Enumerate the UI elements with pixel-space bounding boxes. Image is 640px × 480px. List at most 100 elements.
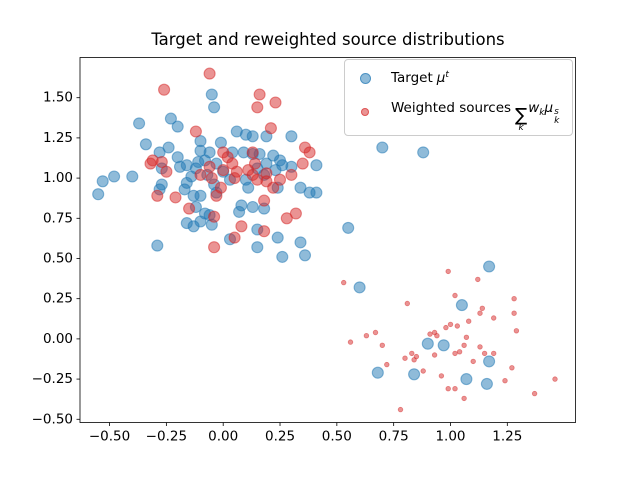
weighted-source-point bbox=[210, 189, 223, 202]
target-point bbox=[310, 159, 323, 172]
weighted-source-point bbox=[285, 168, 298, 181]
weighted-source-point bbox=[461, 395, 467, 402]
target-point bbox=[214, 136, 227, 149]
weighted-source-point bbox=[470, 358, 476, 365]
plot-frame bbox=[79, 57, 576, 423]
weighted-source-point bbox=[461, 342, 467, 348]
weighted-source-point bbox=[183, 202, 196, 215]
target-point bbox=[246, 200, 259, 214]
weighted-source-point bbox=[531, 390, 538, 397]
weighted-source-point bbox=[511, 310, 517, 316]
weighted-source-point bbox=[431, 352, 438, 358]
target-point bbox=[192, 155, 205, 169]
weighted-source-point bbox=[208, 241, 221, 254]
chart-title: Target and reweighted source distributio… bbox=[151, 30, 505, 49]
weighted-source-point bbox=[384, 361, 390, 368]
weighted-source-points bbox=[144, 67, 558, 413]
weighted-source-point bbox=[341, 279, 347, 286]
legend-sources-text: Weighted sources bbox=[391, 100, 512, 117]
weighted-source-point bbox=[452, 350, 458, 357]
weighted-source-point bbox=[253, 88, 266, 101]
target-point bbox=[208, 101, 221, 114]
target-point bbox=[205, 88, 218, 101]
target-point bbox=[417, 146, 430, 159]
weighted-source-point bbox=[502, 378, 508, 384]
legend-sources-label: Weighted sources ∑ k w k μ s k bbox=[391, 100, 560, 133]
x-tick-label: 1.00 bbox=[435, 429, 465, 445]
target-point bbox=[108, 170, 121, 183]
target-point bbox=[298, 249, 312, 262]
weighted-source-point bbox=[203, 160, 216, 173]
weighted-source-point bbox=[411, 357, 417, 363]
target-point bbox=[246, 130, 259, 143]
target-point bbox=[178, 183, 191, 196]
target-marker-icon bbox=[359, 72, 371, 84]
weighted-source-point bbox=[228, 231, 241, 244]
weighted-source-point bbox=[456, 349, 463, 355]
target-point bbox=[421, 337, 434, 350]
weighted-source-point bbox=[481, 350, 488, 357]
x-tick-label: 0.75 bbox=[379, 429, 409, 445]
weighted-source-point bbox=[452, 292, 458, 299]
weighted-source-point bbox=[169, 191, 182, 204]
target-point bbox=[285, 130, 298, 143]
target-point bbox=[96, 175, 109, 188]
y-tick-label: 1.00 bbox=[43, 170, 73, 186]
weighted-source-point bbox=[552, 376, 558, 382]
legend-target-mu: μ bbox=[436, 70, 446, 86]
target-point bbox=[171, 120, 184, 133]
weighted-source-point bbox=[296, 157, 309, 170]
legend-target-marker-cell bbox=[347, 72, 383, 84]
weighted-source-point bbox=[447, 321, 454, 328]
weighted-source-point bbox=[477, 344, 483, 350]
weighted-source-point bbox=[289, 207, 302, 220]
weighted-source-point bbox=[454, 323, 460, 329]
weighted-source-point bbox=[427, 331, 433, 337]
x-tick-label: 1.25 bbox=[492, 429, 522, 445]
weighted-sources-marker-icon bbox=[361, 108, 369, 116]
target-point bbox=[294, 181, 307, 194]
weighted-source-point bbox=[205, 172, 218, 185]
y-tick-label: −0.50 bbox=[32, 411, 73, 427]
weighted-source-point bbox=[144, 157, 157, 170]
weighted-source-point bbox=[303, 146, 316, 159]
legend-target-label: Target μ t bbox=[391, 70, 449, 86]
legend-target-text: Target bbox=[391, 70, 433, 86]
legend-target-sup: t bbox=[445, 70, 449, 80]
x-tick-label: 0.25 bbox=[265, 429, 295, 445]
weighted-source-point bbox=[509, 365, 515, 371]
weighted-source-point bbox=[151, 189, 164, 202]
x-tick-label: 0.50 bbox=[322, 429, 352, 445]
weighted-source-point bbox=[475, 276, 481, 283]
target-point bbox=[483, 355, 496, 368]
weighted-source-point bbox=[402, 355, 408, 361]
target-point bbox=[92, 188, 105, 201]
target-point bbox=[460, 373, 473, 386]
weighted-source-point bbox=[203, 67, 216, 80]
weighted-source-point bbox=[273, 173, 287, 186]
weighted-source-point bbox=[269, 96, 282, 109]
weighted-source-point bbox=[466, 318, 472, 324]
target-point bbox=[376, 141, 389, 154]
weighted-source-point bbox=[228, 172, 241, 185]
weighted-source-point bbox=[452, 386, 458, 392]
y-tick-label: 0.00 bbox=[43, 331, 73, 347]
weighted-source-point bbox=[160, 165, 173, 178]
weighted-source-point bbox=[363, 333, 370, 339]
weighted-source-point bbox=[267, 181, 280, 194]
weighted-source-point bbox=[194, 168, 207, 181]
target-point bbox=[310, 186, 323, 199]
target-point bbox=[251, 241, 264, 254]
weighted-source-point bbox=[491, 315, 497, 321]
weighted-source-point bbox=[264, 122, 277, 135]
y-tick-label: 1.50 bbox=[43, 90, 73, 106]
legend: Target μ t Weighted sources ∑ k w k μ s k bbox=[344, 59, 573, 136]
weighted-source-point bbox=[246, 146, 259, 159]
target-point bbox=[180, 217, 193, 230]
weighted-source-point bbox=[217, 146, 230, 159]
target-point bbox=[162, 141, 175, 154]
weighted-source-point bbox=[235, 220, 248, 233]
